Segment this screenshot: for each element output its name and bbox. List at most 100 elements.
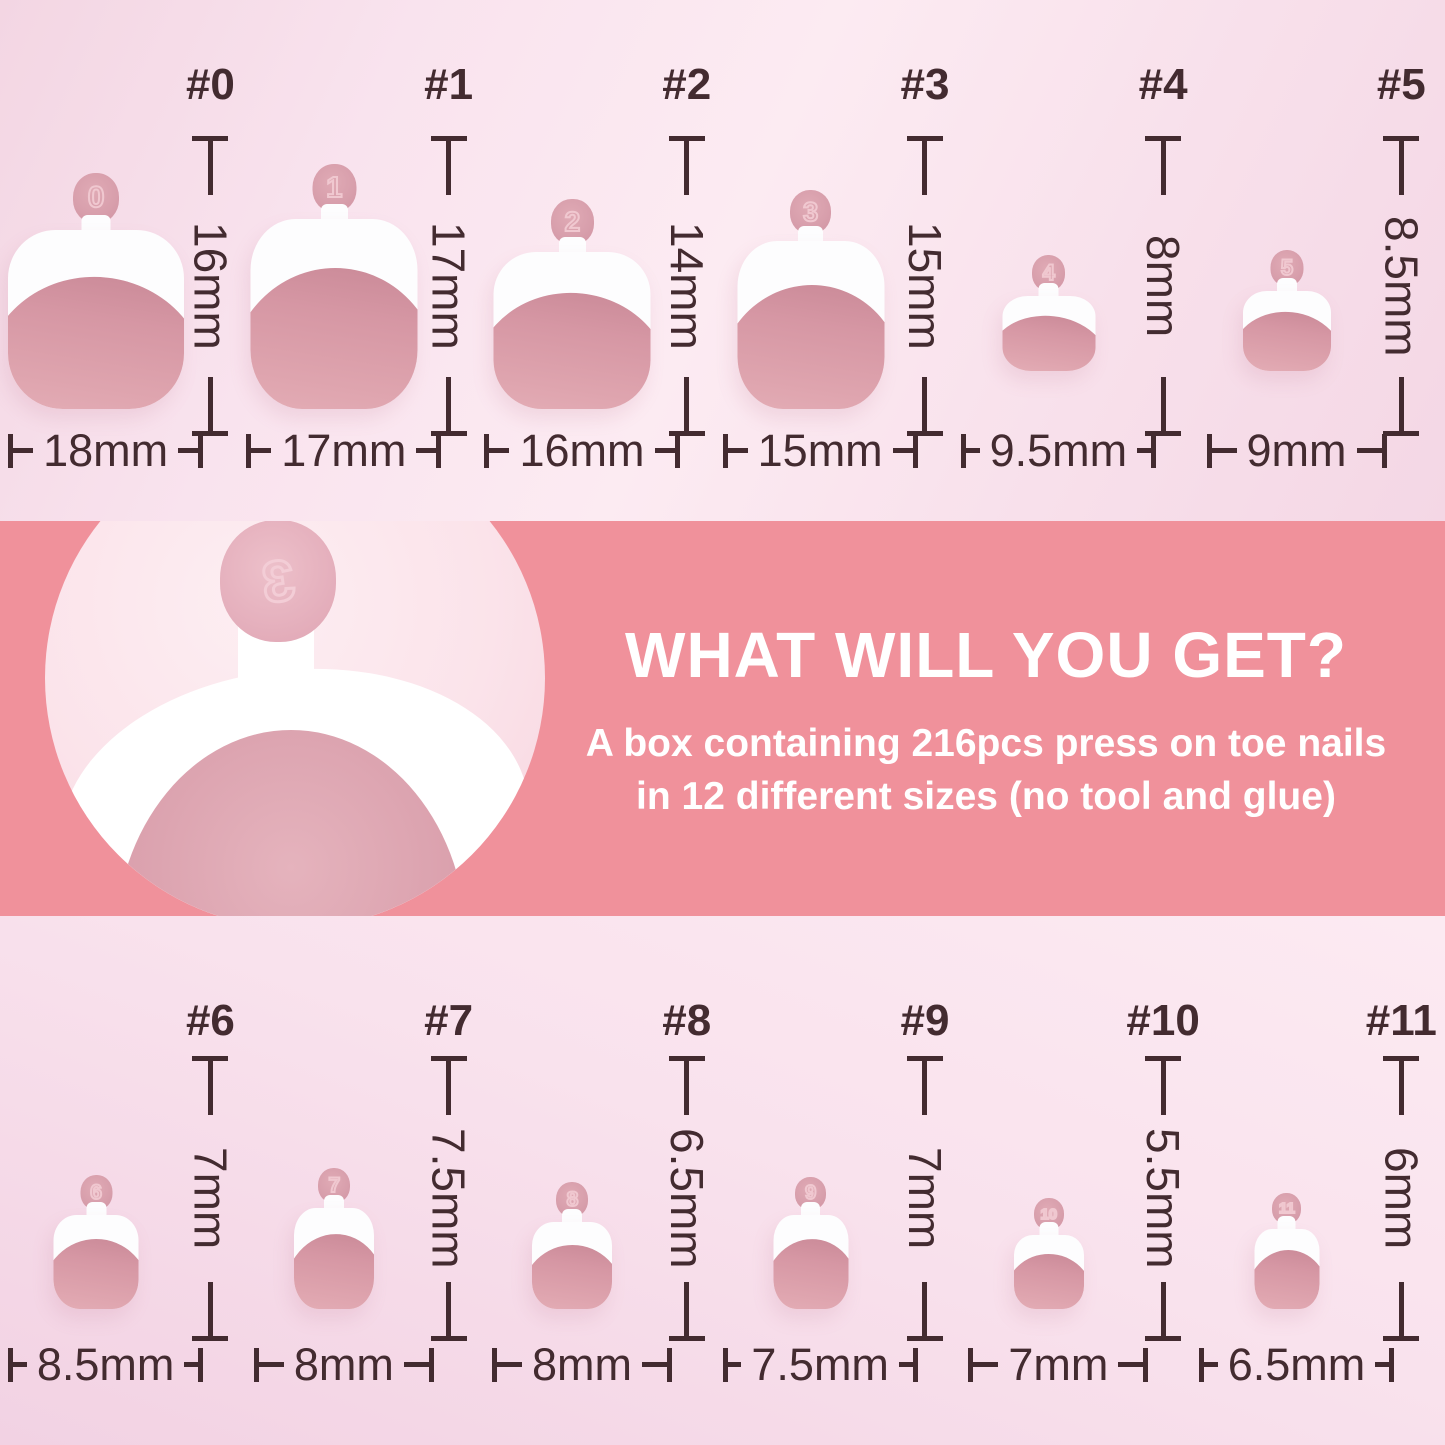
size-label: #8: [662, 996, 712, 1045]
nail-body: [493, 252, 651, 409]
nail-tab-number: 5: [1280, 254, 1294, 281]
nail-body: [8, 230, 185, 409]
height-value: 7.5mm: [422, 1128, 475, 1269]
size-column-9: #9 9 7mm 7.5mm: [722, 916, 961, 1445]
measure-cap-right: [403, 1348, 434, 1382]
height-bracket: 8mm: [1137, 136, 1189, 436]
size-label: #4: [1138, 60, 1188, 109]
size-column-7: #7 7 7.5mm 8mm: [246, 916, 484, 1445]
measure-cap-left: [722, 434, 748, 468]
bracket-line: [1160, 1061, 1166, 1115]
size-column-0: #0 0 16mm 18mm: [8, 0, 246, 521]
bracket-line: [207, 141, 213, 195]
bracket-cap-bottom: [906, 1336, 943, 1341]
measure-cap-right: [178, 434, 204, 468]
nail-pink-surface: [8, 265, 185, 409]
height-value: 8mm: [1137, 234, 1190, 338]
measure-cap-left: [1206, 434, 1237, 468]
measure-cap-right: [1137, 434, 1156, 468]
bracket-line: [922, 141, 928, 195]
measure-cap-right: [416, 434, 442, 468]
size-label: #2: [662, 60, 712, 109]
magnified-tab-number: 3: [256, 545, 300, 617]
nail-tab-number: 8: [566, 1187, 580, 1212]
bracket-cap-bottom: [430, 431, 467, 436]
measure-cap-right: [892, 434, 918, 468]
height-value: 5.5mm: [1137, 1128, 1190, 1269]
nail-illustration: 11: [1254, 1193, 1320, 1309]
height-value: 15mm: [898, 222, 951, 350]
nail-tab: 0: [73, 173, 120, 223]
nail-pink-surface: [1254, 1245, 1320, 1309]
bracket-line: [922, 1061, 928, 1115]
measure-cap-left: [722, 1348, 742, 1382]
width-value: 16mm: [519, 425, 645, 476]
width-measure: 8mm: [484, 1339, 679, 1391]
banner-subtitle-line2: in 12 different sizes (no tool and glue): [636, 774, 1336, 818]
nail-illustration: 7: [294, 1168, 375, 1309]
size-chart-bottom-row: #6 6 7mm 8.5mm #7 7 7.5mm 8mm #8 8 6.5mm 8mm #9 9 7mm 7…: [0, 916, 1445, 1445]
nail-tab: 11: [1272, 1193, 1302, 1224]
bracket-cap-top: [906, 136, 943, 141]
bracket-cap-top: [192, 1056, 229, 1061]
bracket-line: [1398, 141, 1404, 195]
nail-tab: 2: [550, 199, 594, 245]
height-value: 7mm: [184, 1147, 237, 1250]
size-label: #3: [900, 60, 950, 109]
measure-cap-right: [641, 1348, 672, 1382]
nail-tab-number: 9: [804, 1181, 817, 1205]
magnified-nail-photo: 3: [45, 521, 545, 916]
nail-illustration: 4: [1002, 255, 1096, 371]
bracket-line: [1398, 1061, 1404, 1115]
nail-illustration: 3: [737, 190, 885, 409]
bracket-cap-top: [1145, 136, 1182, 141]
nail-pink-surface: [493, 282, 651, 409]
bracket-cap-top: [668, 136, 705, 141]
nail-tab-number: 3: [802, 196, 819, 228]
measure-cap-right: [654, 434, 680, 468]
width-measure: 17mm: [246, 425, 442, 477]
bracket-line: [446, 1061, 452, 1115]
height-bracket: 17mm: [423, 136, 475, 436]
bracket-cap-bottom: [668, 431, 705, 436]
nail-tab-number: 7: [327, 1173, 341, 1198]
nail-pink-surface: [1002, 309, 1096, 371]
bracket-cap-top: [1383, 1056, 1420, 1061]
nail-tab-number: 2: [564, 205, 582, 238]
nail-body: [532, 1222, 613, 1309]
bracket-cap-top: [192, 136, 229, 141]
width-measure: 8.5mm: [8, 1339, 204, 1391]
width-measure: 9.5mm: [960, 425, 1156, 477]
nail-body: [1002, 296, 1096, 371]
bracket-line: [1160, 377, 1166, 431]
size-label: #5: [1376, 60, 1426, 109]
width-value: 15mm: [757, 425, 883, 476]
nail-pink-surface: [250, 257, 418, 409]
nail-body: [1013, 1235, 1084, 1309]
height-bracket: 6.5mm: [661, 1056, 713, 1341]
height-bracket: 16mm: [184, 136, 236, 436]
nail-tab-number: 4: [1042, 259, 1056, 286]
nail-tab-number: 6: [89, 1180, 103, 1205]
bracket-cap-bottom: [668, 1336, 705, 1341]
nail-illustration: 5: [1242, 250, 1331, 371]
nail-illustration: 6: [53, 1175, 139, 1309]
bracket-line: [684, 141, 690, 195]
nail-tab: 4: [1032, 255, 1066, 291]
bracket-line: [1398, 377, 1404, 431]
size-column-4: #4 4 8mm 9.5mm: [960, 0, 1199, 521]
bracket-line: [1160, 1282, 1166, 1336]
nail-body: [1242, 291, 1331, 371]
nail-illustration: 0: [8, 173, 185, 409]
width-value: 8mm: [293, 1339, 394, 1390]
size-column-2: #2 2 14mm 16mm: [484, 0, 722, 521]
measure-cap-right: [184, 1348, 204, 1382]
bracket-cap-bottom: [192, 1336, 229, 1341]
width-value: 9mm: [1246, 425, 1347, 476]
info-banner: 3 WHAT WILL YOU GET? A box containing 21…: [0, 521, 1445, 916]
bracket-cap-bottom: [430, 1336, 467, 1341]
height-bracket: 7mm: [184, 1056, 236, 1341]
bracket-line: [684, 377, 690, 431]
bracket-cap-top: [1145, 1056, 1182, 1061]
